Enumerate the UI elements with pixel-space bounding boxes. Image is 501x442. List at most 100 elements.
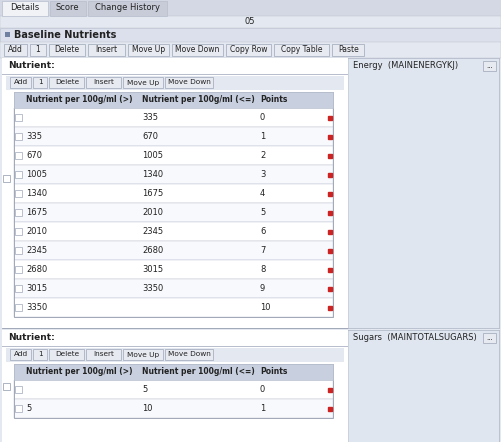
- Text: 335: 335: [142, 113, 158, 122]
- Bar: [348, 330, 499, 442]
- Bar: [14, 260, 333, 279]
- Bar: [88, 1, 167, 16]
- Text: 2345: 2345: [142, 227, 163, 236]
- Bar: [0, 42, 501, 58]
- Text: Insert: Insert: [96, 46, 118, 54]
- Bar: [0, 28, 501, 42]
- Text: Energy  (MAINENERGYKJ): Energy (MAINENERGYKJ): [353, 61, 458, 71]
- Text: 3015: 3015: [142, 265, 163, 274]
- Text: 2345: 2345: [26, 246, 47, 255]
- Text: Delete: Delete: [55, 80, 79, 85]
- Text: 1005: 1005: [142, 151, 163, 160]
- Bar: [483, 333, 496, 343]
- Text: Delete: Delete: [55, 351, 79, 358]
- Bar: [49, 44, 85, 56]
- Bar: [2, 74, 348, 75]
- Bar: [50, 1, 86, 16]
- Bar: [14, 127, 333, 146]
- Bar: [30, 44, 46, 56]
- Text: 4: 4: [260, 189, 265, 198]
- Text: 0: 0: [260, 385, 265, 394]
- Bar: [15, 171, 22, 178]
- Text: 0: 0: [260, 113, 265, 122]
- Bar: [14, 222, 333, 241]
- Bar: [14, 203, 333, 222]
- Text: Insert: Insert: [94, 351, 114, 358]
- Text: Add: Add: [8, 46, 23, 54]
- Bar: [332, 44, 364, 56]
- Bar: [165, 77, 213, 88]
- Bar: [2, 58, 499, 328]
- Bar: [2, 330, 499, 442]
- Text: Points: Points: [260, 367, 288, 377]
- Bar: [2, 58, 348, 328]
- Text: 670: 670: [26, 151, 42, 160]
- Text: ...: ...: [486, 335, 493, 341]
- Bar: [14, 108, 333, 127]
- Bar: [124, 77, 163, 88]
- Bar: [6, 348, 344, 362]
- Text: 2: 2: [260, 151, 265, 160]
- Bar: [87, 77, 122, 88]
- Text: 10: 10: [142, 404, 152, 413]
- Bar: [50, 349, 85, 360]
- Bar: [4, 44, 27, 56]
- Text: Move Up: Move Up: [127, 351, 159, 358]
- Bar: [34, 77, 48, 88]
- Text: 335: 335: [26, 132, 42, 141]
- Bar: [15, 266, 22, 273]
- Bar: [10, 77, 32, 88]
- Bar: [128, 44, 169, 56]
- Text: 5: 5: [142, 385, 147, 394]
- Text: Paste: Paste: [338, 46, 359, 54]
- Text: 1: 1: [260, 404, 265, 413]
- Bar: [15, 247, 22, 254]
- Bar: [10, 349, 32, 360]
- Bar: [2, 330, 348, 442]
- Text: Copy Row: Copy Row: [230, 46, 267, 54]
- Bar: [0, 16, 501, 28]
- Bar: [172, 44, 222, 56]
- Bar: [165, 349, 213, 360]
- Bar: [15, 209, 22, 216]
- Text: Baseline Nutrients: Baseline Nutrients: [14, 30, 116, 40]
- Text: Add: Add: [14, 80, 28, 85]
- Text: Change History: Change History: [95, 4, 160, 12]
- Text: 10: 10: [260, 303, 271, 312]
- Bar: [14, 364, 333, 380]
- Bar: [14, 364, 333, 418]
- Bar: [15, 228, 22, 235]
- Bar: [14, 399, 333, 418]
- Text: 2680: 2680: [142, 246, 163, 255]
- Text: 8: 8: [260, 265, 266, 274]
- Bar: [225, 44, 272, 56]
- Text: 1: 1: [38, 80, 43, 85]
- Text: Copy Table: Copy Table: [281, 46, 323, 54]
- Text: 5: 5: [260, 208, 265, 217]
- Bar: [15, 190, 22, 197]
- Text: 2680: 2680: [26, 265, 47, 274]
- Text: Move Up: Move Up: [132, 46, 165, 54]
- Bar: [14, 241, 333, 260]
- Text: 1340: 1340: [26, 189, 47, 198]
- Text: Nutrient:: Nutrient:: [8, 61, 55, 71]
- Bar: [34, 349, 48, 360]
- Bar: [2, 346, 348, 347]
- Bar: [14, 184, 333, 203]
- Text: 7: 7: [260, 246, 266, 255]
- Text: 1: 1: [36, 46, 40, 54]
- Bar: [14, 92, 333, 108]
- Bar: [348, 58, 499, 328]
- Text: Nutrient per 100g/ml (>): Nutrient per 100g/ml (>): [26, 95, 132, 104]
- Text: Add: Add: [14, 351, 28, 358]
- Text: 1: 1: [260, 132, 265, 141]
- Text: 3350: 3350: [26, 303, 47, 312]
- Text: 9: 9: [260, 284, 265, 293]
- Text: Move Up: Move Up: [127, 80, 159, 85]
- Text: Points: Points: [260, 95, 288, 104]
- Bar: [14, 146, 333, 165]
- Bar: [87, 349, 122, 360]
- Text: Insert: Insert: [94, 80, 114, 85]
- Text: Details: Details: [10, 4, 40, 12]
- Text: Score: Score: [56, 4, 80, 12]
